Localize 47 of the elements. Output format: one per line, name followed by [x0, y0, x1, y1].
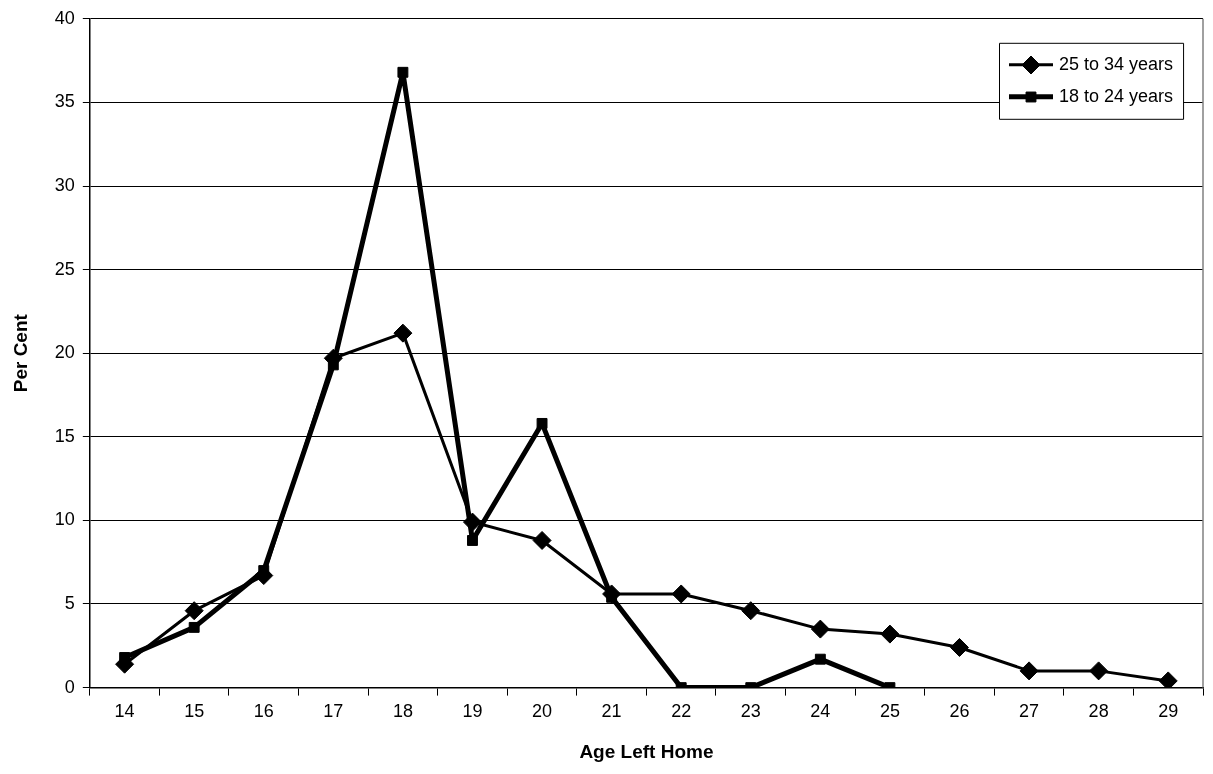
- point: [393, 323, 413, 343]
- y-tick-label: 0: [64, 676, 75, 697]
- x-tick-label: 28: [1088, 701, 1109, 722]
- point: [810, 619, 830, 639]
- x-tick-label: 25: [879, 701, 900, 722]
- y-tick-label: 35: [54, 91, 75, 112]
- x-tick-label: 21: [601, 701, 622, 722]
- point: [602, 584, 622, 604]
- point: [536, 417, 548, 429]
- point: [532, 530, 552, 550]
- point: [1019, 661, 1039, 681]
- x-tick-label: 15: [184, 701, 205, 722]
- y-tick-label: 20: [54, 342, 75, 363]
- point: [184, 601, 204, 621]
- point: [949, 637, 969, 657]
- x-tick-label: 23: [740, 701, 761, 722]
- y-tick-label: 15: [54, 425, 75, 446]
- y-tick-label: 25: [54, 258, 75, 279]
- point: [814, 653, 826, 665]
- x-tick-label: 16: [253, 701, 274, 722]
- y-axis-title: Per Cent: [9, 313, 31, 393]
- x-tick-label: 18: [392, 701, 413, 722]
- point: [462, 512, 482, 532]
- x-tick-label: 19: [462, 701, 483, 722]
- legend-label: 18 to 24 years: [1059, 85, 1174, 106]
- x-tick-label: 24: [810, 701, 831, 722]
- x-tick-label: 20: [532, 701, 553, 722]
- y-tick-label: 30: [54, 174, 75, 195]
- legend-label: 25 to 34 years: [1059, 53, 1174, 74]
- point: [188, 621, 200, 633]
- y-tick-label: 10: [54, 509, 75, 530]
- x-tick-label: 14: [114, 701, 135, 722]
- point: [467, 535, 478, 546]
- point: [671, 584, 691, 604]
- x-tick-label: 29: [1158, 701, 1179, 722]
- y-tick-label: 5: [64, 592, 75, 613]
- point: [397, 66, 409, 78]
- x-tick-label: 26: [949, 701, 970, 722]
- y-tick-label: 40: [54, 7, 75, 28]
- point: [1158, 671, 1178, 688]
- x-tick-label: 17: [323, 701, 344, 722]
- x-tick-label: 27: [1019, 701, 1040, 722]
- point: [741, 601, 761, 621]
- x-axis-title: Age Left Home: [579, 740, 714, 762]
- x-tick-label: 22: [671, 701, 692, 722]
- point: [880, 624, 900, 644]
- point: [1089, 661, 1109, 681]
